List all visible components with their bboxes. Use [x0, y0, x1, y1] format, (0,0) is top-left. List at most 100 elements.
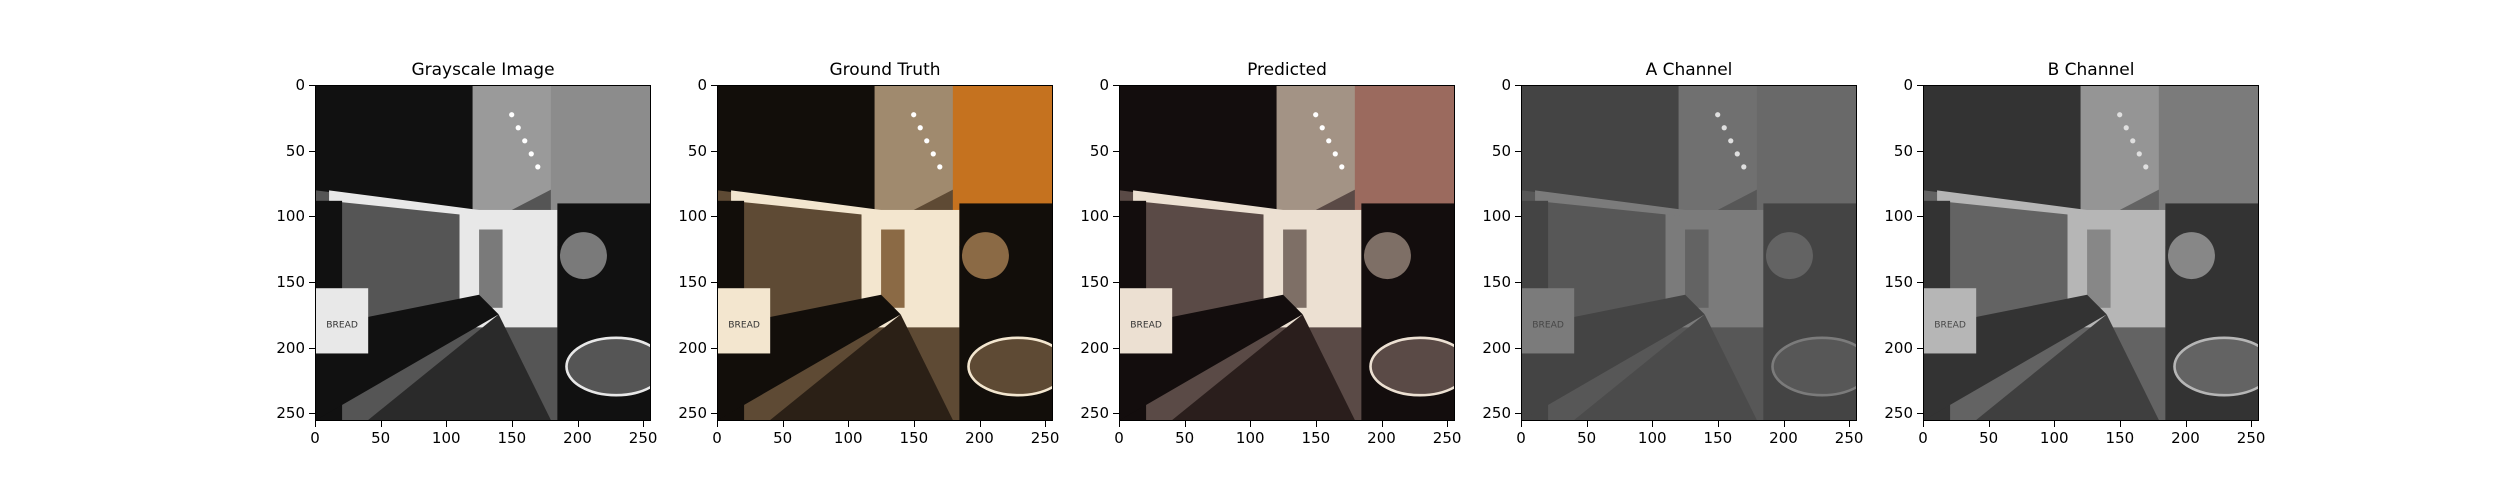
x-tick [446, 421, 448, 427]
ceiling-light [1721, 125, 1727, 131]
plant [1765, 232, 1813, 280]
x-tick-label: 200 [965, 429, 994, 447]
sink-bowl [565, 336, 650, 397]
x-tick [1923, 421, 1924, 427]
x-tick-label: 50 [773, 429, 793, 447]
ceiling-light [2117, 112, 2123, 118]
panel-title: Grayscale Image [411, 60, 555, 80]
y-tick-label: 100 [1884, 207, 1913, 226]
y-tick [1515, 347, 1521, 349]
plant [2167, 232, 2215, 280]
ceiling-light [2130, 138, 2136, 144]
ceiling-light [1339, 164, 1345, 170]
panel-image: BREAD [717, 85, 1053, 421]
ceiling-light [2123, 125, 2129, 131]
cabinet-light-strip [1133, 190, 1284, 217]
y-tick [1113, 150, 1119, 152]
y-tick [1515, 85, 1521, 86]
ceiling-light [1313, 112, 1319, 118]
panel-title: Ground Truth [829, 60, 941, 80]
y-tick [309, 150, 315, 152]
ceiling-light [930, 151, 936, 157]
y-tick-label: 0 [697, 76, 707, 94]
y-tick-label: 150 [276, 272, 305, 291]
ceiling-light [1715, 112, 1721, 118]
x-tick [1849, 421, 1851, 427]
y-tick [1113, 413, 1119, 415]
y-tick-label: 100 [1080, 207, 1109, 226]
sink-bowl [967, 336, 1052, 397]
ceiling-light [2143, 164, 2149, 170]
x-tick-label: 100 [1235, 429, 1265, 447]
ceiling-light [1741, 164, 1747, 170]
x-tick [577, 421, 579, 427]
x-tick-label: 50 [371, 429, 391, 447]
y-tick [1113, 347, 1119, 349]
ceiling-light [917, 125, 923, 131]
x-tick-label: 250 [2236, 429, 2266, 447]
x-tick-label: 100 [833, 429, 863, 447]
floor [1574, 314, 1757, 420]
x-tick [1988, 421, 1990, 427]
floor [1976, 314, 2159, 420]
panel-image: BREAD [315, 85, 651, 421]
x-tick-label: 200 [1367, 429, 1396, 447]
sink-bowl [1771, 336, 1856, 397]
x-tick-label: 200 [1769, 429, 1798, 447]
x-tick-label: 0 [712, 429, 722, 447]
x-tick [1315, 421, 1317, 427]
y-tick-label: 0 [1903, 76, 1913, 94]
x-tick [2119, 421, 2121, 427]
x-tick-label: 0 [310, 429, 320, 447]
x-tick-label: 0 [1516, 429, 1526, 447]
x-tick [1447, 421, 1449, 427]
floor [770, 314, 953, 420]
ceiling-light [1728, 138, 1734, 144]
window-frame [479, 229, 503, 308]
x-tick [1652, 421, 1654, 427]
ceiling-light [509, 112, 515, 118]
cabinet-light-strip [1937, 190, 2088, 217]
y-tick [1515, 281, 1521, 283]
x-tick-label: 150 [899, 429, 929, 447]
plant [961, 232, 1009, 280]
x-tick [1586, 421, 1588, 427]
y-tick-label: 200 [1884, 338, 1913, 357]
x-tick [1250, 421, 1252, 427]
y-tick [1917, 281, 1923, 283]
y-tick [309, 85, 315, 86]
y-tick [711, 216, 717, 218]
y-tick-label: 250 [276, 404, 305, 423]
y-tick-label: 200 [1482, 338, 1511, 357]
y-tick-label: 200 [678, 338, 707, 357]
plant [1363, 232, 1411, 280]
panel-image: BREAD [1119, 85, 1455, 421]
x-tick [315, 421, 316, 427]
upper-cabinets [1120, 86, 1277, 210]
y-tick [711, 85, 717, 86]
window-frame [1283, 229, 1307, 308]
y-tick-label: 100 [678, 207, 707, 226]
y-tick [711, 347, 717, 349]
y-tick-label: 100 [1482, 207, 1511, 226]
bread-box-label: BREAD [728, 320, 760, 330]
x-tick-label: 250 [1834, 429, 1864, 447]
x-tick-label: 200 [563, 429, 592, 447]
y-tick [1515, 216, 1521, 218]
x-tick [848, 421, 850, 427]
cabinet-light-strip [731, 190, 882, 217]
y-tick [1515, 413, 1521, 415]
x-tick-label: 100 [1637, 429, 1667, 447]
y-tick-label: 250 [1080, 404, 1109, 423]
x-tick-label: 150 [2105, 429, 2135, 447]
y-tick-label: 50 [1089, 141, 1109, 160]
ceiling-light [535, 164, 541, 170]
y-tick [1917, 150, 1923, 152]
channel-overlay [1522, 86, 1856, 420]
x-tick [2185, 421, 2187, 427]
y-tick [1515, 150, 1521, 152]
ceiling-light [1332, 151, 1338, 157]
y-tick [1113, 216, 1119, 218]
